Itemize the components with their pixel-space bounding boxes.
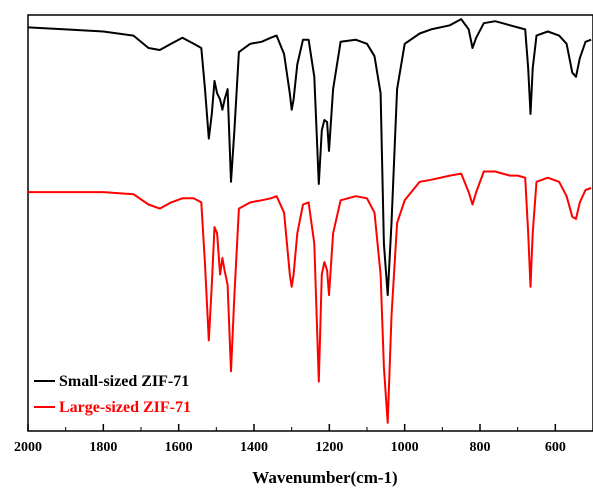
plot-area [27, 18, 592, 424]
legend-label-2: Large-sized ZIF-71 [59, 399, 191, 416]
series-line-2 [28, 170, 592, 424]
x-tick-label: 600 [545, 440, 566, 455]
x-tick-label: 2000 [14, 440, 42, 455]
x-tick-label: 1800 [89, 440, 117, 455]
series-line-1 [27, 18, 592, 297]
x-tick-label: 1200 [315, 440, 343, 455]
legend-label-1: Small-sized ZIF-71 [59, 373, 189, 390]
plot-frame [27, 14, 593, 432]
x-tick-label: 1600 [165, 440, 193, 455]
x-tick-label: 800 [470, 440, 491, 455]
legend: Small-sized ZIF-71 Large-sized ZIF-71 [34, 373, 191, 416]
x-axis: 2000 1800 1600 1400 1200 1000 800 600 [14, 424, 566, 455]
x-tick-label: 1400 [240, 440, 268, 455]
x-axis-title: Wavenumber(cm-1) [252, 468, 397, 487]
x-tick-label: 1000 [391, 440, 419, 455]
